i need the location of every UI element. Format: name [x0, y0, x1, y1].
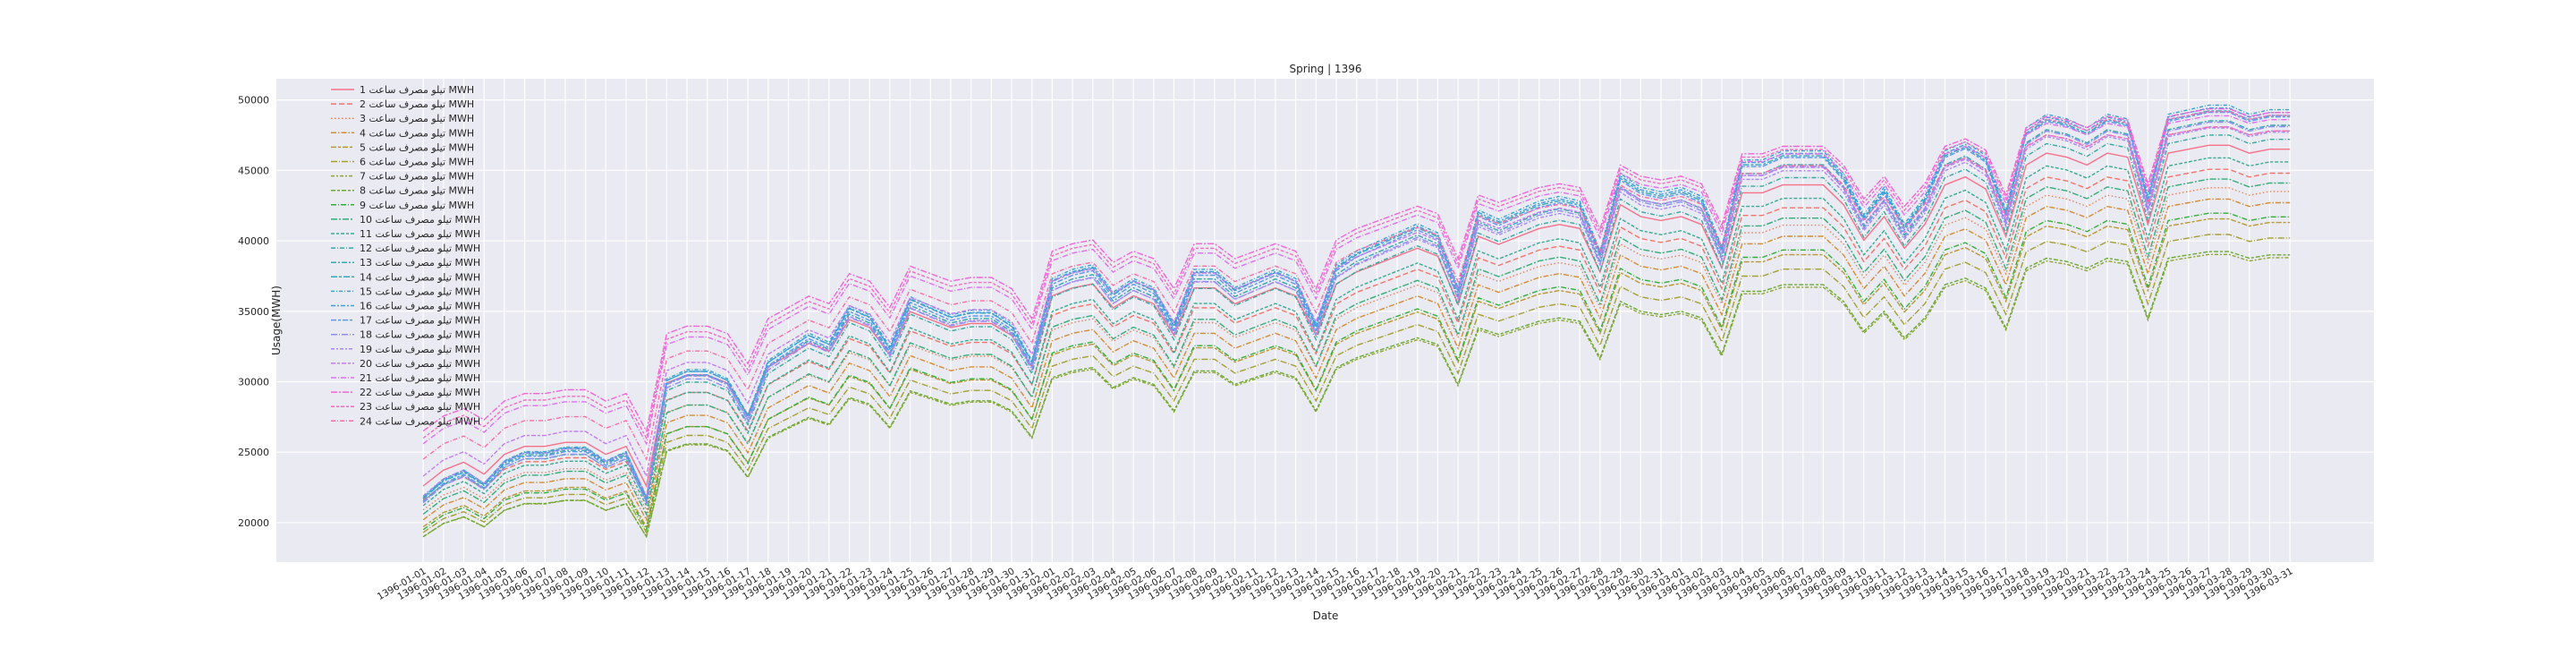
legend-label: تیلو مصرف ساعت 7 MWH [360, 171, 474, 183]
legend-label: تیلو مصرف ساعت 6 MWH [360, 157, 474, 168]
grid-lines [276, 79, 2374, 562]
legend-label: تیلو مصرف ساعت 18 MWH [360, 329, 480, 341]
legend-label: تیلو مصرف ساعت 8 MWH [360, 185, 474, 197]
series-line-8 [422, 251, 2291, 539]
series-line-9 [422, 212, 2291, 532]
series-line-12 [422, 134, 2291, 504]
legend-label: تیلو مصرف ساعت 3 MWH [360, 113, 474, 124]
series-line-24 [422, 126, 2291, 462]
y-tick-label: 25000 [238, 447, 269, 458]
legend-label: تیلو مصرف ساعت 14 MWH [360, 271, 480, 283]
legend-label: تیلو مصرف ساعت 23 MWH [360, 401, 480, 413]
series-line-10 [422, 178, 2291, 516]
series-line-20 [422, 125, 2291, 479]
series-line-6 [422, 234, 2291, 534]
y-tick-label: 50000 [238, 95, 269, 107]
legend-label: تیلو مصرف ساعت 2 MWH [360, 98, 474, 110]
series-line-3 [422, 187, 2291, 512]
legend: تیلو مصرف ساعت 1 MWH تیلو مصرف ساعت 2 MWH… [331, 84, 480, 427]
y-tick-label: 40000 [238, 235, 269, 247]
legend-label: تیلو مصرف ساعت 22 MWH [360, 387, 480, 398]
series-line-11 [422, 157, 2291, 508]
legend-label: تیلو مصرف ساعت 21 MWH [360, 372, 480, 384]
legend-label: تیلو مصرف ساعت 4 MWH [360, 127, 474, 139]
series-line-21 [422, 115, 2291, 446]
y-tick-label: 45000 [238, 165, 269, 176]
legend-label: تیلو مصرف ساعت 5 MWH [360, 141, 474, 153]
legend-label: تیلو مصرف ساعت 12 MWH [360, 243, 480, 254]
legend-label: تیلو مصرف ساعت 19 MWH [360, 344, 480, 355]
series-line-22 [422, 107, 2291, 433]
series-line-4 [422, 198, 2291, 522]
series-line-5 [422, 217, 2291, 529]
legend-label: تیلو مصرف ساعت 24 MWH [360, 415, 480, 427]
y-tick-label: 35000 [238, 306, 269, 318]
legend-label: تیلو مصرف ساعت 9 MWH [360, 200, 474, 211]
plot-area [276, 79, 2374, 562]
series-lines [422, 104, 2291, 539]
legend-label: تیلو مصرف ساعت 13 MWH [360, 257, 480, 269]
y-axis-label: Usage(MWH) [270, 286, 283, 355]
y-tick-labels: 20000 25000 30000 35000 40000 45000 50000 [238, 95, 269, 529]
y-tick-label: 30000 [238, 376, 269, 388]
series-line-19 [422, 127, 2291, 499]
legend-label: تیلو مصرف ساعت 11 MWH [360, 228, 480, 240]
x-axis-label: Date [1313, 610, 1339, 622]
legend-label: تیلو مصرف ساعت 20 MWH [360, 358, 480, 370]
series-line-2 [422, 168, 2291, 502]
y-tick-label: 20000 [238, 517, 269, 529]
legend-label: تیلو مصرف ساعت 10 MWH [360, 214, 480, 226]
legend-label: تیلو مصرف ساعت 16 MWH [360, 301, 480, 312]
chart-title: Spring | 1396 [1290, 63, 1362, 75]
x-tick-labels: 1396-01-011396-01-021396-01-031396-01-04… [376, 566, 2295, 602]
series-line-18 [422, 121, 2291, 506]
series-line-23 [422, 110, 2291, 440]
legend-label: تیلو مصرف ساعت 15 MWH [360, 286, 480, 297]
legend-label: تیلو مصرف ساعت 1 MWH [360, 84, 474, 96]
legend-label: تیلو مصرف ساعت 17 MWH [360, 315, 480, 327]
